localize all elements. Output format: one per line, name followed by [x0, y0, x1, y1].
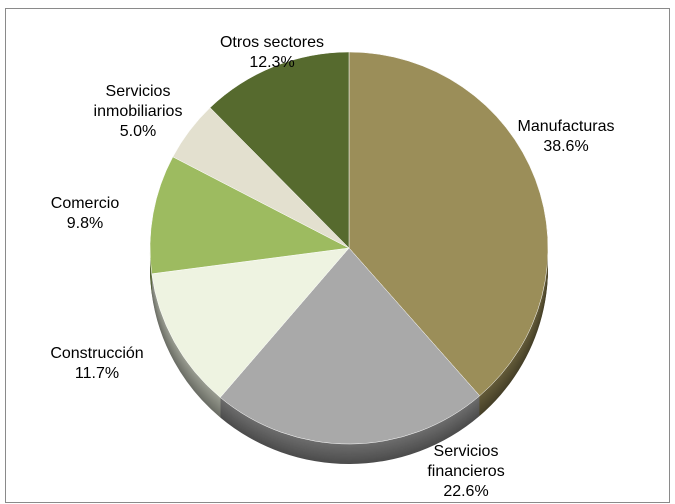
- slice-value-label: 5.0%: [119, 123, 157, 140]
- pie-slice: [209, 51, 350, 249]
- pie-slice: [348, 51, 549, 397]
- slice-value-label: 11.7%: [74, 365, 120, 382]
- pie-slice: [151, 247, 350, 398]
- pie-slice: [149, 156, 350, 275]
- slice-category-label: Comercio: [50, 195, 120, 212]
- slice-category-label: Construcción: [50, 345, 144, 362]
- slice-category-label: Servicios inmobiliarios: [93, 83, 183, 120]
- pie-slice: [219, 247, 481, 445]
- slice-value-label: 9.8%: [66, 215, 104, 232]
- slice-category-label: Manufacturas: [517, 118, 615, 135]
- slice-category-label: Otros sectores: [219, 34, 325, 51]
- slice-value-label: 12.3%: [249, 54, 295, 71]
- slice-value-label: 22.6%: [443, 483, 489, 500]
- slice-value-label: 38.6%: [543, 138, 589, 155]
- slice-category-label: Servicios financieros: [427, 443, 505, 480]
